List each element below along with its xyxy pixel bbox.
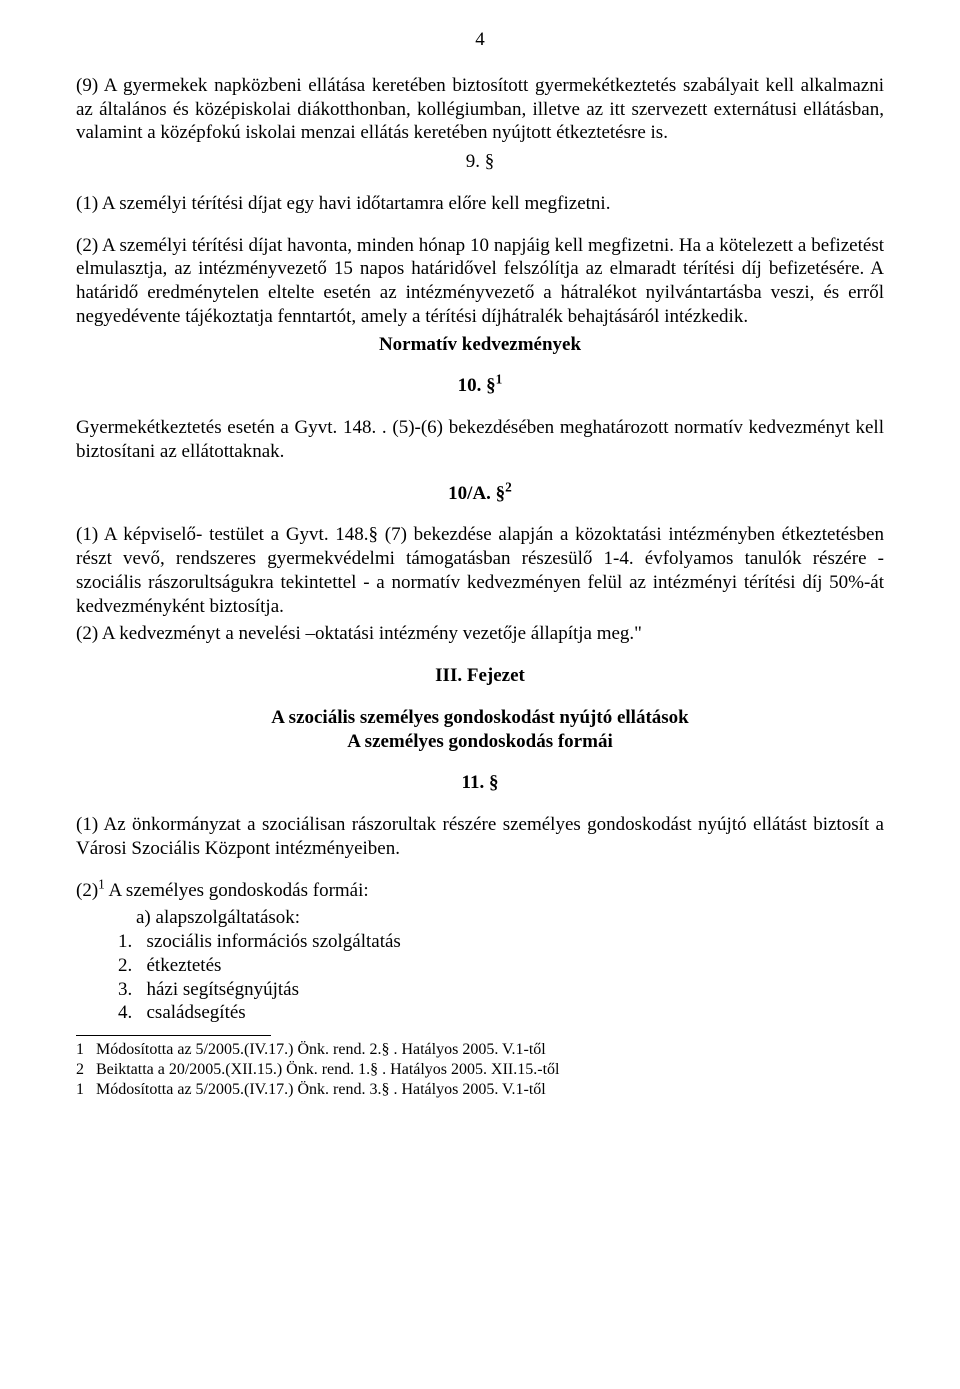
list-item-1: 1. szociális információs szolgáltatás [76, 930, 884, 954]
footnote-separator [76, 1035, 271, 1036]
subtitle-normative: Normatív kedvezmények [76, 333, 884, 357]
section-10-text: 10. § [458, 375, 496, 396]
page-number: 4 [76, 28, 884, 52]
section-10a-text: 10/A. § [448, 483, 505, 504]
heading-iii-line1: A szociális személyes gondoskodást nyújt… [76, 706, 884, 730]
heading-iii-line2: A személyes gondoskodás formái [76, 730, 884, 754]
heading-iii-subtitle: A szociális személyes gondoskodást nyújt… [76, 706, 884, 754]
section-10-superscript: 1 [496, 372, 503, 387]
footnotes-block: 1 Módosította az 5/2005.(IV.17.) Önk. re… [76, 1040, 884, 1100]
paragraph-10: Gyermekétkeztetés esetén a Gyvt. 148. . … [76, 416, 884, 464]
section-9-number: 9. § [76, 150, 884, 174]
paragraph-11-2-text: A személyes gondoskodás formái: [105, 880, 369, 901]
paragraph-11-2-intro: (2)1 A személyes gondoskodás formái: [76, 879, 884, 903]
footnote-1: 1 Módosította az 5/2005.(IV.17.) Önk. re… [76, 1040, 884, 1060]
paragraph-11-2-superscript: 1 [98, 876, 105, 891]
section-10a-superscript: 2 [505, 479, 512, 494]
section-11-number: 11. § [76, 771, 884, 795]
paragraph-10a-2: (2) A kedvezményt a nevelési –oktatási i… [76, 622, 884, 646]
section-10-number: 10. §1 [76, 374, 884, 398]
paragraph-11-1: (1) Az önkormányzat a szociálisan rászor… [76, 813, 884, 861]
section-10a-number: 10/A. §2 [76, 482, 884, 506]
list-item-3: 3. házi segítségnyújtás [76, 978, 884, 1002]
list-a: a) alapszolgáltatások: [76, 906, 884, 930]
footnote-3: 1 Módosította az 5/2005.(IV.17.) Önk. re… [76, 1080, 884, 1100]
footnote-2: 2 Beiktatta a 20/2005.(XII.15.) Önk. ren… [76, 1060, 884, 1080]
paragraph-11-2-num: (2) [76, 880, 98, 901]
paragraph-10a-1: (1) A képviselő- testület a Gyvt. 148.§ … [76, 523, 884, 618]
paragraph-9-2: (2) A személyi térítési díjat havonta, m… [76, 234, 884, 329]
heading-chapter-iii: III. Fejezet [76, 664, 884, 688]
paragraph-9: (9) A gyermekek napközbeni ellátása kere… [76, 74, 884, 145]
list-item-2: 2. étkeztetés [76, 954, 884, 978]
paragraph-9-1: (1) A személyi térítési díjat egy havi i… [76, 192, 884, 216]
list-item-4: 4. családsegítés [76, 1001, 884, 1025]
